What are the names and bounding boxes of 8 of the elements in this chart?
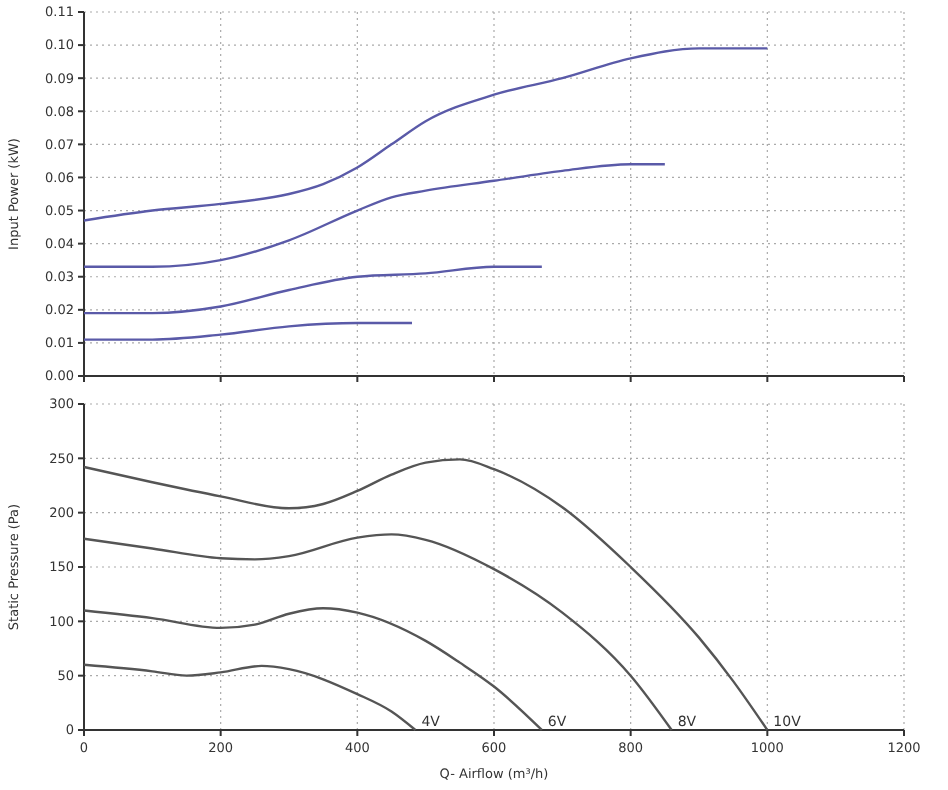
line-series (82, 47, 769, 222)
line-series (82, 265, 544, 315)
line-series (82, 163, 667, 268)
line-series (82, 321, 414, 341)
line-series (82, 533, 673, 732)
line-series (82, 458, 769, 732)
line-series (82, 607, 544, 732)
line-series (82, 663, 417, 732)
